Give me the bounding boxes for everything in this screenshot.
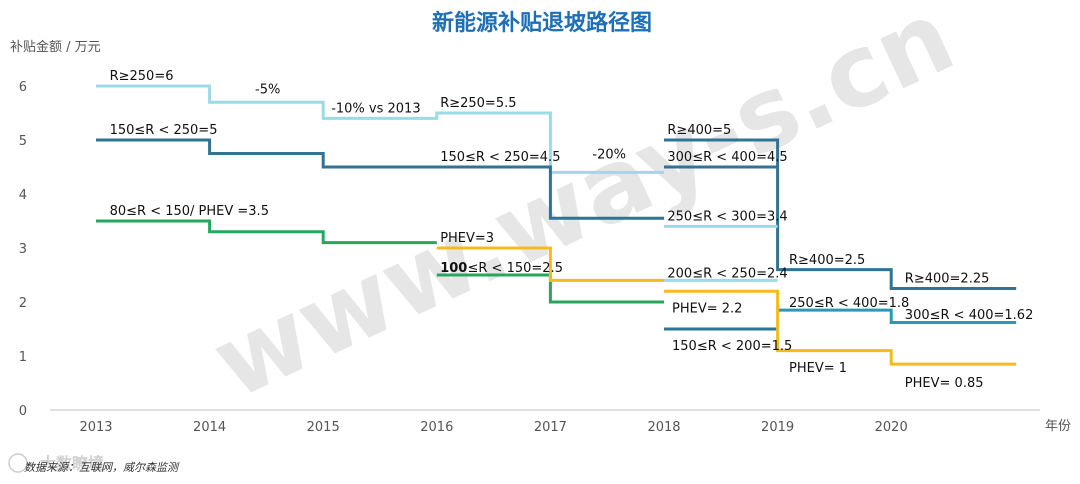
y-tick-labels: 0 1 2 3 4 5 6 <box>19 80 27 419</box>
series-line <box>664 289 1017 366</box>
series-line <box>664 138 1017 290</box>
series-line <box>96 138 664 220</box>
y-tick-label: 0 <box>19 404 27 419</box>
annotations-group: R≥250=6 -5% -10% vs 2013 R≥250=5.5 150≤R < 2… <box>110 69 1034 391</box>
y-axis-label: 补贴金额 / 万元 <box>10 39 101 55</box>
annotation-label: 250≤R < 400=1.8 <box>789 296 909 311</box>
y-tick-label: 5 <box>19 134 27 149</box>
annotation-label: R≥400=2.5 <box>789 253 865 268</box>
annotation-label: PHEV=3 <box>440 231 494 246</box>
annotation-label: 300≤R < 400=1.62 <box>905 308 1034 323</box>
y-tick-label: 2 <box>19 296 27 311</box>
series-line <box>777 308 1017 324</box>
annotation-label: ≤R < 150=2.5 <box>468 261 563 276</box>
x-axis-label: 年份 <box>1045 419 1071 434</box>
y-tick-label: 1 <box>19 350 27 365</box>
source-note: 数据来源：互联网，威尔森监测 <box>24 461 180 474</box>
annotation-label: R≥400=5 <box>667 123 731 138</box>
annotation-label: R≥250=6 <box>110 69 174 84</box>
series-line <box>436 273 664 304</box>
y-tick-label: 4 <box>19 188 27 203</box>
annotation-label: PHEV= 0.85 <box>905 376 984 391</box>
annotation-label: 80≤R < 150/ PHEV =3.5 <box>110 204 269 219</box>
chart-title: 新能源补贴退坡路径图 <box>432 10 652 36</box>
x-tick-label: 2018 <box>647 420 680 435</box>
annotation-label: 150≤R < 250=4.5 <box>440 150 560 165</box>
logo-mark-icon <box>8 453 28 473</box>
series-line <box>96 84 664 174</box>
x-tick-label: 2017 <box>534 420 567 435</box>
watermark: www.way-s.cn <box>196 0 971 422</box>
annotation-label: -20% <box>592 148 626 163</box>
series-line <box>96 219 437 245</box>
x-tick-label: 2013 <box>79 420 112 435</box>
highlight-label: 100 <box>440 261 467 276</box>
y-tick-label: 6 <box>19 80 27 95</box>
annotation-label: 250≤R < 300=3.4 <box>667 210 787 225</box>
annotation-label: R≥400=2.25 <box>905 272 990 287</box>
x-tick-label: 2014 <box>193 420 226 435</box>
annotation-label: 150≤R < 200=1.5 <box>672 339 792 354</box>
x-tick-labels: 2013 2014 2015 2016 2017 2018 2019 2020 <box>79 420 907 435</box>
annotation-label: R≥250=5.5 <box>440 96 516 111</box>
annotation-label: 150≤R < 250=5 <box>110 123 218 138</box>
x-tick-label: 2019 <box>761 420 794 435</box>
series-group <box>96 84 1017 366</box>
logo-text: 大数瞭境 <box>40 454 104 473</box>
annotation-label: PHEV= 2.2 <box>672 301 742 316</box>
x-tick-label: 2015 <box>307 420 340 435</box>
series-line <box>436 246 664 282</box>
annotation-label: PHEV= 1 <box>789 361 847 376</box>
annotation-label: 200≤R < 250=2.4 <box>667 266 787 281</box>
x-tick-label: 2016 <box>420 420 453 435</box>
annotation-label: -10% vs 2013 <box>331 102 420 117</box>
logo: 大数瞭境 <box>8 453 104 473</box>
y-tick-label: 3 <box>19 242 27 257</box>
annotation-label: -5% <box>255 83 280 98</box>
annotation-label: 300≤R < 400=4.5 <box>667 150 787 165</box>
x-tick-label: 2020 <box>875 420 908 435</box>
